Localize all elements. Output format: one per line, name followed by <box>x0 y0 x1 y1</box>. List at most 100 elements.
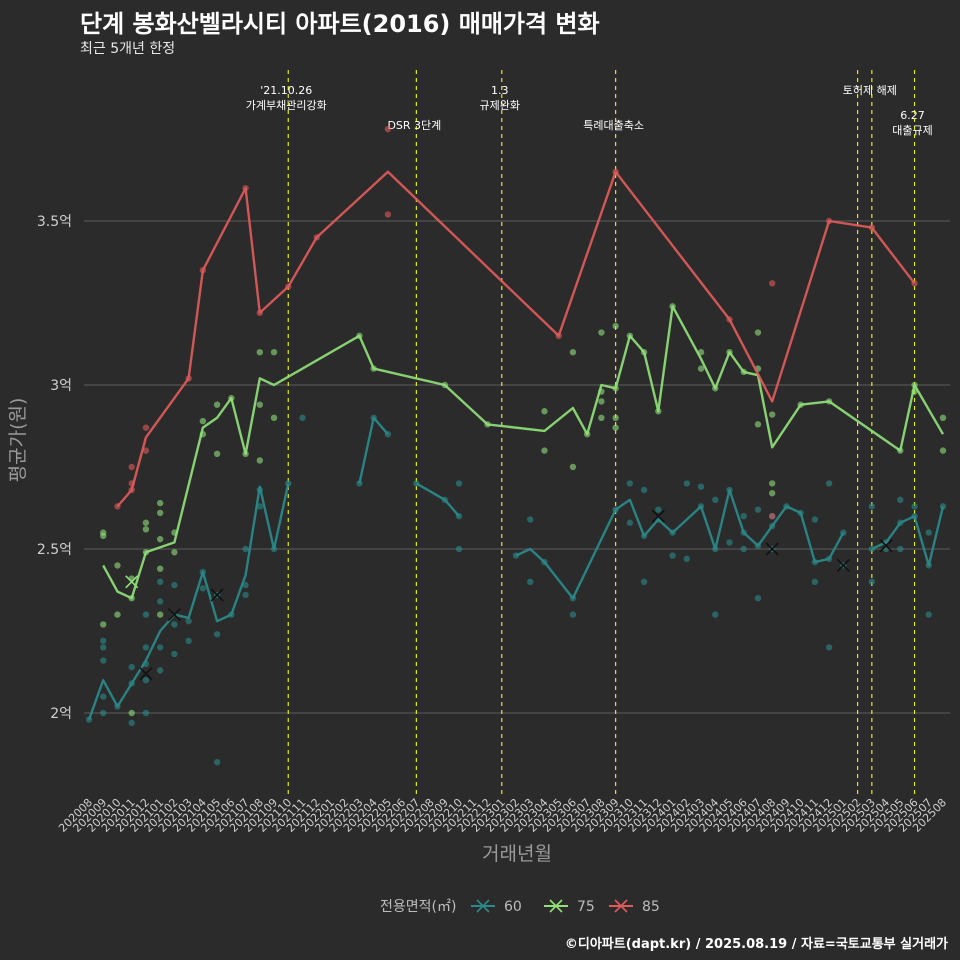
data-point <box>683 555 690 563</box>
data-point <box>100 621 107 628</box>
data-point <box>171 581 178 589</box>
data-point <box>569 349 577 356</box>
data-point <box>142 709 150 717</box>
y-tick-label: 3억 <box>50 378 72 394</box>
chart-subtitle: 최근 5개년 한정 <box>80 41 176 57</box>
data-point <box>128 709 135 717</box>
event-label: DSR 3단계 <box>387 119 441 132</box>
data-point <box>541 408 548 415</box>
x-axis-ticks: 2020082020092020102020112020122021012021… <box>56 796 949 835</box>
event-label: 6.27 <box>900 109 925 122</box>
data-point <box>769 513 776 520</box>
data-point <box>270 349 278 356</box>
data-point <box>683 480 690 487</box>
series-line <box>415 482 461 517</box>
event-label: '21.10.26 <box>260 84 312 97</box>
data-point <box>142 526 150 533</box>
data-point <box>185 617 192 625</box>
data-point <box>384 211 392 218</box>
x-mark <box>651 509 665 523</box>
data-point <box>213 401 221 408</box>
data-point <box>612 424 619 431</box>
data-point <box>697 483 705 490</box>
data-point <box>256 503 263 510</box>
y-tick-label: 3.5억 <box>37 214 72 230</box>
data-point <box>270 414 278 421</box>
data-point <box>640 486 648 494</box>
data-point <box>726 539 733 546</box>
data-point <box>171 621 178 628</box>
chart-title: 단계 봉화산벨라시티 아파트(2016) 매매가격 변화 <box>80 10 600 38</box>
data-point <box>811 578 819 585</box>
data-point <box>156 611 164 618</box>
data-point <box>769 480 776 487</box>
data-point <box>925 529 932 536</box>
data-point <box>569 463 577 471</box>
series-line <box>358 416 389 484</box>
data-point <box>697 365 705 372</box>
data-point <box>185 637 192 645</box>
data-point <box>256 349 263 356</box>
x-mark <box>210 588 224 602</box>
data-point <box>384 125 392 133</box>
series-75 <box>100 303 947 717</box>
data-point <box>156 535 164 543</box>
legend-label: 60 <box>504 899 522 915</box>
data-point <box>213 631 221 638</box>
data-point <box>626 480 634 487</box>
data-point <box>612 414 619 421</box>
event-label: 1.3 <box>491 84 509 97</box>
data-point <box>541 447 548 454</box>
x-mark <box>125 575 139 589</box>
event-label: 토허제 해제 <box>843 83 897 97</box>
data-point <box>100 532 107 540</box>
data-point <box>156 509 164 517</box>
legend-swatch-x <box>614 899 628 913</box>
data-point <box>754 421 762 428</box>
data-point <box>626 519 634 526</box>
data-point <box>199 585 207 592</box>
data-point <box>754 506 762 513</box>
data-point <box>598 329 605 336</box>
data-point <box>527 578 534 585</box>
legend-swatch-x <box>549 899 563 913</box>
data-point <box>156 667 164 674</box>
data-point <box>712 496 719 503</box>
data-point <box>669 552 676 559</box>
data-point <box>640 578 648 585</box>
data-point <box>825 644 833 651</box>
data-point <box>142 447 150 454</box>
data-point <box>939 414 947 421</box>
event-label: 규제완화 <box>480 99 520 112</box>
data-point <box>171 549 178 556</box>
data-point <box>897 545 904 553</box>
data-point <box>142 644 150 651</box>
data-point <box>199 417 207 425</box>
data-point <box>754 329 762 336</box>
data-point <box>598 414 605 421</box>
data-point <box>939 447 947 454</box>
data-point <box>868 503 876 510</box>
data-point <box>754 595 762 602</box>
series-60 <box>85 414 947 766</box>
data-point <box>156 499 164 507</box>
data-point <box>114 611 121 618</box>
data-point <box>569 611 577 618</box>
legend-label: 75 <box>577 899 595 915</box>
data-point <box>740 545 747 553</box>
data-point <box>769 280 776 287</box>
x-mark <box>879 539 893 553</box>
data-point <box>142 677 150 684</box>
series-line <box>102 305 945 600</box>
x-mark <box>167 608 181 622</box>
event-label: 특례대출축소 <box>583 119 644 132</box>
series-layer <box>85 125 947 766</box>
data-point <box>100 693 107 700</box>
data-point <box>100 657 107 664</box>
event-label: 가계부채관리강화 <box>246 99 327 112</box>
x-axis-title: 거래년월 <box>482 843 552 865</box>
data-point <box>142 424 150 431</box>
data-point <box>156 578 164 585</box>
y-tick-label: 2억 <box>50 706 72 722</box>
